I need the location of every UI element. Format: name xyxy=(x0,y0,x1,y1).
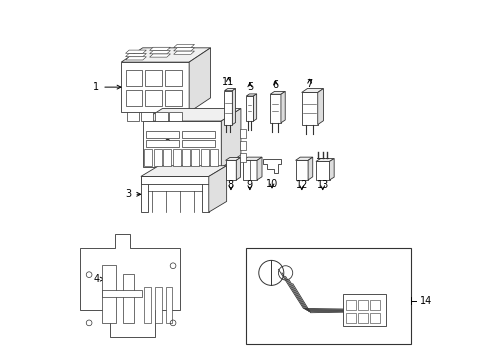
Polygon shape xyxy=(242,157,262,160)
Text: 14: 14 xyxy=(419,296,431,306)
Text: 12: 12 xyxy=(295,180,307,190)
Text: 11: 11 xyxy=(222,77,234,87)
Bar xyxy=(182,140,214,147)
Bar xyxy=(155,287,162,323)
Bar xyxy=(369,312,379,323)
Polygon shape xyxy=(301,93,317,125)
Polygon shape xyxy=(189,48,210,112)
Bar xyxy=(358,312,367,323)
Bar xyxy=(358,300,367,310)
Polygon shape xyxy=(315,158,333,161)
Text: 5: 5 xyxy=(246,82,252,92)
Bar xyxy=(165,90,182,106)
Bar xyxy=(102,265,116,323)
Bar xyxy=(240,153,246,162)
Bar xyxy=(144,149,152,166)
Bar xyxy=(125,90,142,106)
Bar xyxy=(342,294,385,327)
Bar xyxy=(240,141,246,150)
Bar xyxy=(146,131,179,138)
Bar xyxy=(141,112,153,121)
Polygon shape xyxy=(225,157,240,160)
Bar xyxy=(123,274,134,323)
Polygon shape xyxy=(317,89,323,125)
Polygon shape xyxy=(142,109,241,121)
Polygon shape xyxy=(141,166,226,176)
Polygon shape xyxy=(173,51,194,54)
Bar xyxy=(145,70,162,86)
Bar xyxy=(145,90,162,106)
Bar xyxy=(126,112,139,121)
Text: 1: 1 xyxy=(93,82,121,92)
Polygon shape xyxy=(125,53,146,57)
Polygon shape xyxy=(246,96,253,121)
Text: 13: 13 xyxy=(316,180,328,190)
Polygon shape xyxy=(242,160,257,180)
Polygon shape xyxy=(253,94,256,121)
Polygon shape xyxy=(301,89,323,93)
Polygon shape xyxy=(201,176,208,212)
Bar xyxy=(125,70,142,86)
Polygon shape xyxy=(295,160,307,180)
Polygon shape xyxy=(173,44,194,48)
Polygon shape xyxy=(270,94,281,123)
Bar xyxy=(182,131,214,138)
Bar xyxy=(191,149,199,166)
Polygon shape xyxy=(142,121,221,167)
Bar xyxy=(182,149,189,166)
Polygon shape xyxy=(232,89,235,125)
Bar xyxy=(165,70,182,86)
Text: 10: 10 xyxy=(265,179,278,189)
Polygon shape xyxy=(149,54,170,57)
Bar xyxy=(240,129,246,138)
Text: 3: 3 xyxy=(125,189,141,199)
Polygon shape xyxy=(246,94,256,96)
Text: 7: 7 xyxy=(306,78,312,89)
Bar xyxy=(102,290,142,297)
Text: 9: 9 xyxy=(246,180,252,190)
Text: 8: 8 xyxy=(227,180,234,190)
Polygon shape xyxy=(149,50,170,54)
Polygon shape xyxy=(236,157,240,180)
Polygon shape xyxy=(224,89,235,91)
Polygon shape xyxy=(270,91,285,94)
Polygon shape xyxy=(149,47,170,50)
Bar xyxy=(146,140,179,147)
Bar xyxy=(165,287,172,323)
Polygon shape xyxy=(263,158,281,173)
Bar xyxy=(144,287,151,323)
Polygon shape xyxy=(141,176,208,184)
Bar xyxy=(210,149,218,166)
Bar xyxy=(246,248,410,344)
Bar xyxy=(172,149,180,166)
Polygon shape xyxy=(295,157,312,160)
Polygon shape xyxy=(307,157,312,180)
Polygon shape xyxy=(121,62,189,112)
Text: 4: 4 xyxy=(93,274,105,284)
Bar xyxy=(154,149,162,166)
Bar xyxy=(155,112,167,121)
Polygon shape xyxy=(208,166,226,212)
Polygon shape xyxy=(125,50,146,53)
Polygon shape xyxy=(221,109,241,167)
Bar xyxy=(346,312,355,323)
Polygon shape xyxy=(121,48,210,62)
Bar xyxy=(369,300,379,310)
Bar xyxy=(346,300,355,310)
Polygon shape xyxy=(257,157,262,180)
Polygon shape xyxy=(224,91,232,125)
Text: 6: 6 xyxy=(272,80,278,90)
Polygon shape xyxy=(141,176,148,212)
Polygon shape xyxy=(173,48,194,51)
Polygon shape xyxy=(281,91,285,123)
Polygon shape xyxy=(315,161,329,180)
Polygon shape xyxy=(225,160,236,180)
Polygon shape xyxy=(329,158,333,180)
Text: 2: 2 xyxy=(150,139,170,149)
Bar xyxy=(169,112,182,121)
Polygon shape xyxy=(125,57,146,60)
Polygon shape xyxy=(80,234,180,337)
Bar xyxy=(201,149,208,166)
Bar xyxy=(163,149,171,166)
